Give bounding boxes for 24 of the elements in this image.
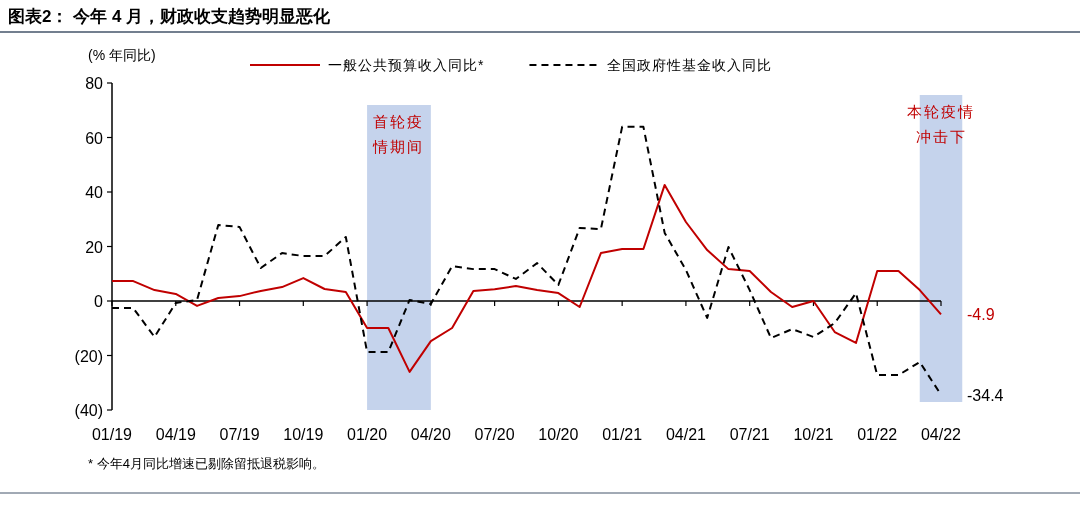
x-tick-label: 10/19	[283, 426, 324, 443]
x-tick-label: 01/22	[857, 426, 898, 443]
y-tick-label: 20	[85, 238, 104, 256]
y-tick-label: (20)	[74, 347, 103, 365]
x-tick-label: 04/21	[665, 426, 707, 443]
y-tick-label: 60	[85, 129, 104, 147]
x-tick-label: 04/19	[155, 426, 196, 443]
annotation: * 今年4月同比增速已剔除留抵退税影响。	[88, 456, 325, 471]
x-tick-label: 04/20	[410, 426, 451, 443]
x-tick-label: 01/19	[91, 426, 133, 443]
x-tick-label: 10/21	[793, 426, 834, 443]
y-tick-label: (40)	[74, 402, 103, 419]
x-tick-label: 10/20	[538, 426, 579, 443]
x-tick-label: 04/22	[920, 426, 962, 443]
x-tick-label: 07/21	[729, 426, 770, 443]
x-tick-label: 07/19	[219, 426, 260, 443]
y-tick-label: 0	[94, 293, 104, 310]
x-tick-label: 01/21	[602, 426, 643, 443]
y-tick-label: 80	[85, 75, 104, 92]
x-tick-label: 07/20	[474, 426, 515, 443]
y-tick-label: 40	[85, 184, 104, 201]
title: 图表2： 今年 4 月，财政收支趋势明显恶化	[8, 7, 331, 26]
ylabel: (% 年同比)	[88, 47, 156, 63]
x-tick-label: 01/20	[347, 426, 388, 443]
